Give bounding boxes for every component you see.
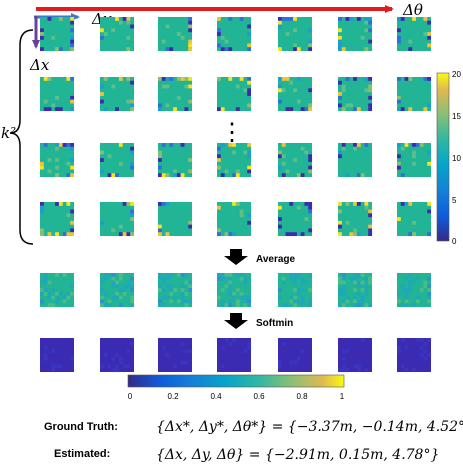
- average-tile: [397, 273, 432, 308]
- colorbar-bottom-tick: 0.8: [296, 392, 308, 401]
- heatmap-tile: [338, 143, 372, 178]
- average-tile: [278, 273, 313, 308]
- colorbar-bottom: 0 0.2 0.4 0.6 0.8 1: [127, 374, 345, 401]
- colorbar-bottom-tick: 0: [128, 392, 133, 401]
- average-tile: [158, 273, 193, 308]
- colorbar-right-tick: 20: [452, 70, 461, 79]
- colorbar-right-tick: 0: [452, 237, 457, 246]
- heatmap-tile: [338, 77, 373, 112]
- ground-truth-value: {Δx*, Δy*, Δθ*} = {−3.37m, −0.14m, 4.52°…: [156, 419, 463, 435]
- k-squared-label: k²: [1, 124, 16, 142]
- softmin-tile: [397, 338, 432, 373]
- heatmap-tile: [217, 143, 252, 178]
- heatmap-tile: [40, 17, 75, 52]
- colorbar-bottom-tick: 0.2: [167, 392, 179, 401]
- ground-truth-label: Ground Truth:: [44, 421, 118, 433]
- heatmap-tile: [158, 77, 193, 112]
- heatmap-tile: [100, 202, 135, 237]
- colorbar-bottom-tick: 1: [340, 392, 345, 401]
- heatmap-tile: [217, 17, 252, 52]
- softmin-tile: [158, 338, 193, 372]
- heatmap-tile: [278, 143, 313, 178]
- delta-theta-label: Δθ: [402, 1, 423, 19]
- colorbar-right-tick: 5: [452, 196, 457, 205]
- heatmap-tile: [40, 202, 75, 237]
- heatmap-tile: [158, 17, 193, 52]
- softmin-tile: [217, 338, 252, 372]
- colorbar-bottom-tick: 0.6: [253, 392, 265, 401]
- average-label: Average: [256, 254, 296, 265]
- softmin-label: Softmin: [256, 318, 293, 329]
- heatmap-tile: [338, 17, 373, 52]
- heatmap-tile: [158, 202, 193, 237]
- heatmap-tile: [40, 77, 75, 112]
- colorbar-bottom-tick: 0.4: [210, 392, 222, 401]
- colorbar-right-tick: 15: [452, 112, 461, 121]
- average-tile: [40, 273, 75, 308]
- heatmap-tile: [397, 77, 432, 112]
- average-tile: [338, 273, 373, 308]
- average-arrow: [224, 249, 248, 265]
- heatmap-tile: [397, 17, 432, 52]
- estimated-value: {Δx, Δy, Δθ} = {−2.91m, 0.15m, 4.78°}: [156, 447, 439, 463]
- heatmap-tile: [397, 202, 432, 237]
- average-tile: [217, 273, 252, 308]
- grids: [40, 17, 432, 373]
- heatmap-tile: [278, 77, 313, 112]
- heatmap-tile: [338, 202, 373, 237]
- softmin-tile: [338, 338, 372, 373]
- colorbar-right-tick: 10: [452, 154, 461, 163]
- delta-x-label: Δx: [29, 56, 50, 74]
- heatmap-tile: [40, 143, 75, 178]
- estimated-label: Estimated:: [54, 448, 110, 460]
- colorbar-right: 20 15 10 5 0: [436, 70, 461, 246]
- heatmap-tile: [217, 77, 252, 112]
- softmin-tile: [278, 338, 312, 372]
- k-squared-brace: [9, 29, 34, 245]
- heatmap-tile: [278, 17, 313, 52]
- ellipsis: ⋮: [220, 118, 244, 146]
- heatmap-tile: [100, 17, 135, 52]
- heatmap-tile: [100, 77, 135, 112]
- softmin-arrow: [224, 313, 248, 329]
- softmin-tile: [40, 338, 75, 373]
- heatmap-tile: [217, 202, 252, 237]
- heatmap-tile: [100, 143, 135, 178]
- softmin-tile: [100, 338, 135, 373]
- average-tile: [100, 273, 135, 308]
- heatmap-tile: [397, 143, 432, 178]
- heatmap-tile: [278, 202, 313, 237]
- heatmap-tile: [158, 143, 193, 178]
